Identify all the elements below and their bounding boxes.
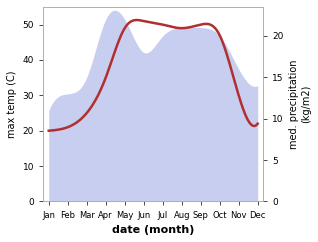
X-axis label: date (month): date (month) xyxy=(112,225,194,235)
Y-axis label: max temp (C): max temp (C) xyxy=(7,70,17,138)
Y-axis label: med. precipitation
(kg/m2): med. precipitation (kg/m2) xyxy=(289,60,311,149)
